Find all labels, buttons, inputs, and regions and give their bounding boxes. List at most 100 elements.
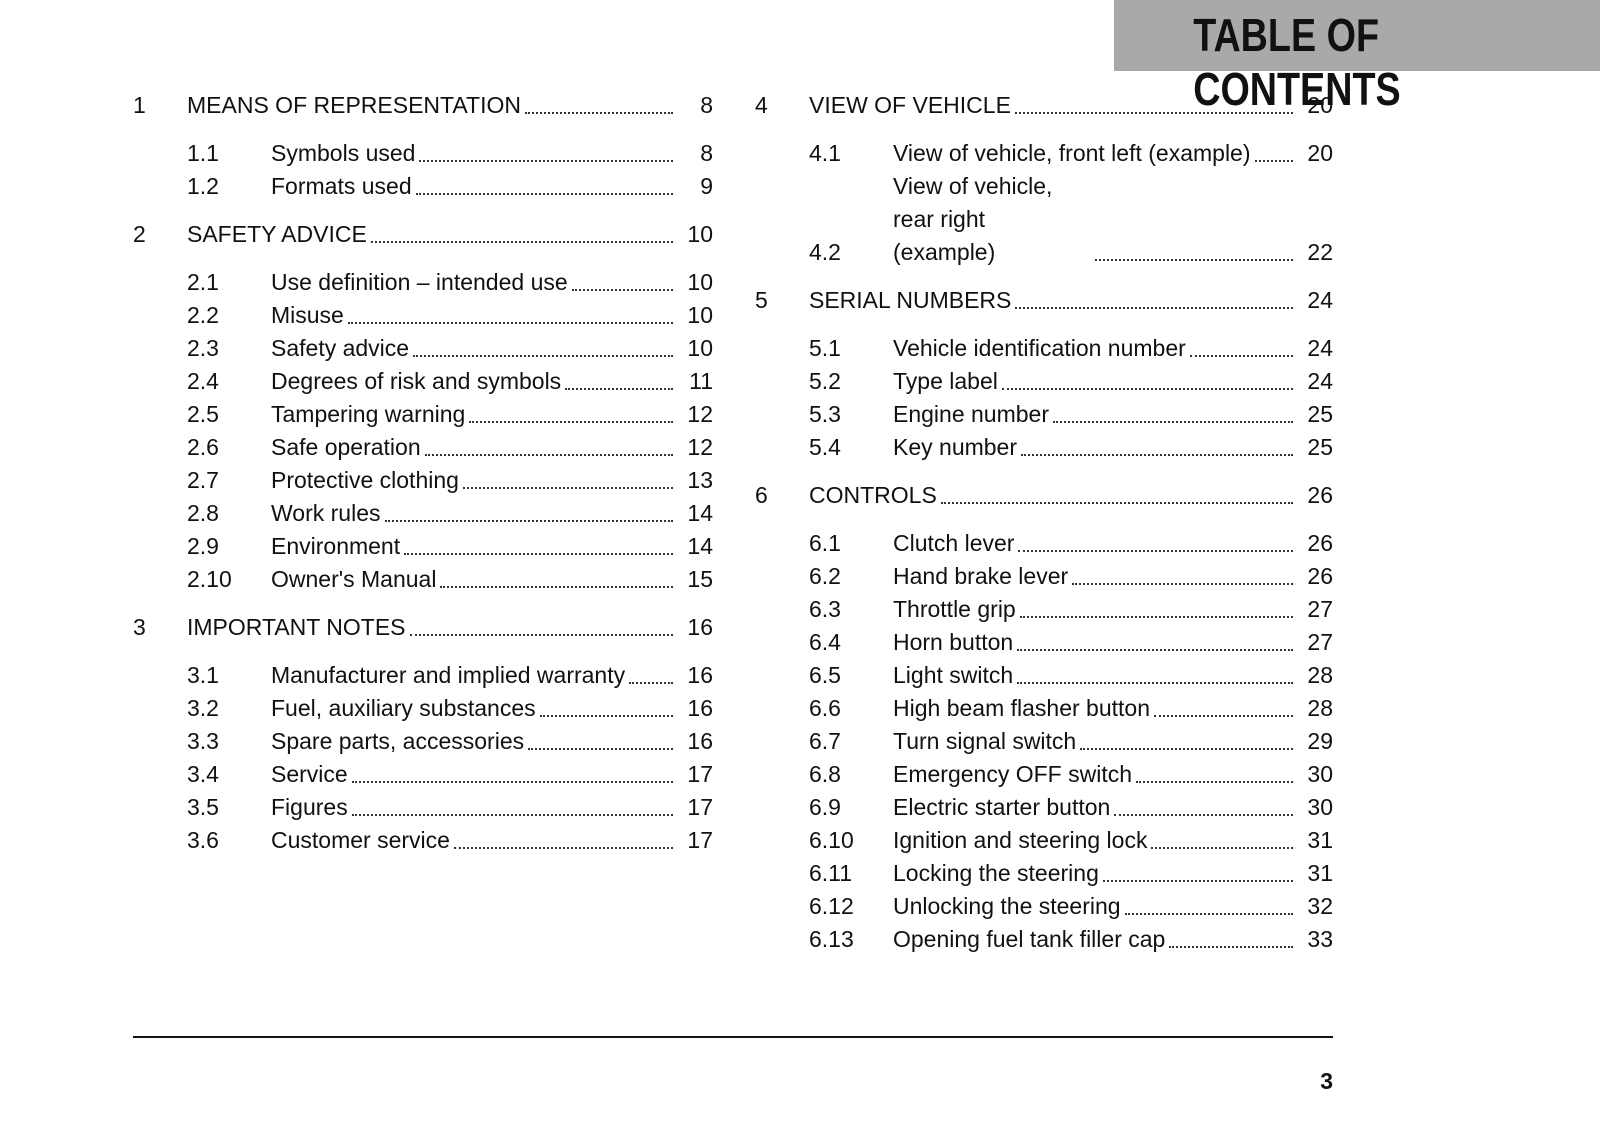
- item-title: Tampering warning: [271, 401, 466, 427]
- item-row: 2.3 Safety advice 10: [187, 332, 713, 365]
- item-number: 2.2: [187, 302, 219, 328]
- item-row: 2.5 Tampering warning 12: [187, 398, 713, 431]
- item-number: 2.5: [187, 401, 219, 427]
- item-title: Clutch lever: [893, 530, 1015, 556]
- item-page: 32: [1307, 893, 1333, 919]
- dot-leader: [1072, 583, 1293, 585]
- section-number: 5: [755, 287, 768, 313]
- item-row: 6.5 Light switch 28: [809, 659, 1333, 692]
- item-page: 25: [1307, 401, 1333, 427]
- item-title: Use definition – intended use: [271, 269, 568, 295]
- item-page: 16: [687, 695, 713, 721]
- dot-leader: [415, 193, 673, 195]
- item-number: 6.12: [809, 893, 854, 919]
- section-row: 3 IMPORTANT NOTES 16: [133, 611, 713, 644]
- dot-leader: [1136, 781, 1293, 783]
- dot-leader: [1015, 307, 1293, 309]
- item-row: 2.1 Use definition – intended use 10: [187, 266, 713, 299]
- item-list: 6.1 Clutch lever 26 6.2 Hand brake lever 26 6.…: [755, 527, 1333, 956]
- section-title: CONTROLS: [809, 482, 937, 508]
- item-number: 6.5: [809, 662, 841, 688]
- item-page: 13: [687, 467, 713, 493]
- item-number: 2.9: [187, 533, 219, 559]
- item-number: 2.7: [187, 467, 219, 493]
- item-title: Formats used: [271, 173, 412, 199]
- item-row: 3.3 Spare parts, accessories 16: [187, 725, 713, 758]
- item-row: 5.4 Key number 25: [809, 431, 1333, 464]
- item-row: 5.1 Vehicle identification number 24: [809, 332, 1333, 365]
- item-number: 2.10: [187, 566, 232, 592]
- toc-section: 2 SAFETY ADVICE 10 2.1 Use definition – inte…: [133, 218, 713, 596]
- item-page: 10: [687, 335, 713, 361]
- item-number: 6.2: [809, 563, 841, 589]
- section-page: 26: [1307, 482, 1333, 508]
- toc-section: 4 VIEW OF VEHICLE 20 4.1 View of vehicle, fr…: [755, 89, 1333, 269]
- item-title: Work rules: [271, 500, 381, 526]
- item-page: 8: [700, 140, 713, 166]
- item-number: 6.3: [809, 596, 841, 622]
- footer-rule: [133, 1036, 1333, 1038]
- toc-section: 3 IMPORTANT NOTES 16 3.1 Manufacturer and im…: [133, 611, 713, 857]
- item-row: 2.8 Work rules 14: [187, 497, 713, 530]
- dot-leader: [347, 322, 673, 324]
- item-page: 22: [1307, 239, 1333, 265]
- item-row: 6.8 Emergency OFF switch 30: [809, 758, 1333, 791]
- section-title: IMPORTANT NOTES: [187, 614, 406, 640]
- item-row: 2.7 Protective clothing 13: [187, 464, 713, 497]
- item-title: Unlocking the steering: [893, 893, 1121, 919]
- item-title: Locking the steering: [893, 860, 1099, 886]
- item-number: 6.11: [809, 860, 853, 886]
- item-row: 4.2 View of vehicle, rear right (example)…: [809, 170, 1333, 269]
- item-title: Type label: [893, 368, 998, 394]
- item-page: 20: [1307, 140, 1333, 166]
- item-title: Figures: [271, 794, 348, 820]
- item-page: 15: [687, 566, 713, 592]
- dot-leader: [409, 634, 673, 636]
- item-page: 30: [1307, 794, 1333, 820]
- item-row: 6.6 High beam flasher button 28: [809, 692, 1333, 725]
- item-row: 3.6 Customer service 17: [187, 824, 713, 857]
- item-number: 6.4: [809, 629, 841, 655]
- item-number: 6.1: [809, 530, 841, 556]
- item-row: 3.4 Service 17: [187, 758, 713, 791]
- section-row: 4 VIEW OF VEHICLE 20: [755, 89, 1333, 122]
- item-list: 4.1 View of vehicle, front left (example)…: [755, 137, 1333, 269]
- section-number: 1: [133, 92, 146, 118]
- section-row: 2 SAFETY ADVICE 10: [133, 218, 713, 251]
- item-row: 4.1 View of vehicle, front left (example)…: [809, 137, 1333, 170]
- item-page: 30: [1307, 761, 1333, 787]
- section-number: 6: [755, 482, 768, 508]
- section-page: 16: [687, 614, 713, 640]
- item-page: 26: [1307, 530, 1333, 556]
- item-row: 6.11 Locking the steering 31: [809, 857, 1333, 890]
- dot-leader: [370, 241, 673, 243]
- item-number: 6.8: [809, 761, 841, 787]
- item-row: 3.2 Fuel, auxiliary substances 16: [187, 692, 713, 725]
- item-number: 2.3: [187, 335, 219, 361]
- dot-leader: [351, 781, 673, 783]
- item-number: 3.1: [187, 662, 219, 688]
- item-title: View of vehicle, front left (example): [893, 140, 1251, 166]
- item-number: 3.6: [187, 827, 219, 853]
- item-page: 24: [1307, 368, 1333, 394]
- section-page: 10: [687, 221, 713, 247]
- header-title: TABLE OF CONTENTS: [1193, 9, 1401, 115]
- dot-leader: [940, 502, 1293, 504]
- item-title: Emergency OFF switch: [893, 761, 1132, 787]
- item-page: 10: [687, 269, 713, 295]
- dot-leader: [1014, 112, 1293, 114]
- dot-leader: [1095, 259, 1293, 261]
- dot-leader: [1053, 421, 1293, 423]
- item-row: 3.5 Figures 17: [187, 791, 713, 824]
- dot-leader: [565, 388, 673, 390]
- section-row: 1 MEANS OF REPRESENTATION 8: [133, 89, 713, 122]
- item-title: Service: [271, 761, 348, 787]
- item-number: 4.2: [809, 239, 841, 265]
- dot-leader: [528, 748, 673, 750]
- item-number: 2.1: [187, 269, 219, 295]
- item-title: Environment: [271, 533, 401, 559]
- item-row: 1.2 Formats used 9: [187, 170, 713, 203]
- dot-leader: [1102, 880, 1293, 882]
- item-number: 2.4: [187, 368, 219, 394]
- item-row: 2.10 Owner's Manual 15: [187, 563, 713, 596]
